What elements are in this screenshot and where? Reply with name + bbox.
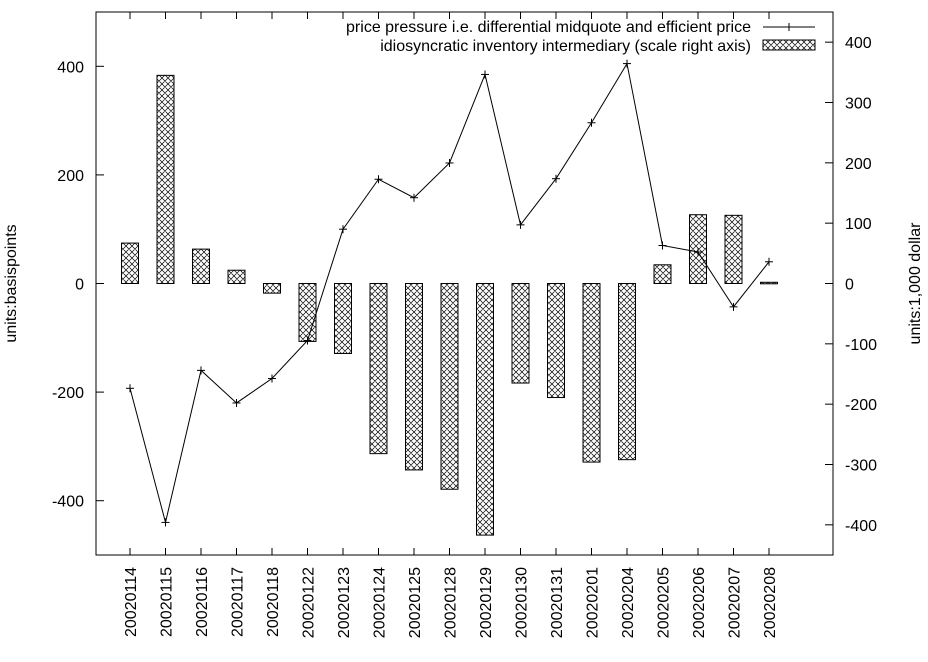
line-point (339, 225, 347, 234)
bar (192, 248, 210, 284)
line-point (374, 175, 383, 184)
line-point (303, 336, 312, 345)
y-left-tick-label: -200 (52, 385, 84, 402)
x-tick-label: 20020124 (372, 567, 389, 638)
x-tick-label: 20020116 (194, 567, 211, 637)
x-tick-label: 20020114 (123, 567, 140, 637)
y-left-tick-label: 0 (75, 277, 84, 294)
bar (476, 283, 494, 536)
bar (263, 283, 281, 294)
bar (760, 281, 778, 285)
x-tick-label: 20020122 (301, 567, 318, 638)
line-point (481, 70, 489, 79)
y-right-tick-label: 200 (845, 156, 872, 173)
y-right-tick-label: 300 (845, 96, 872, 113)
x-tick-label: 20020206 (691, 567, 708, 638)
x-tick-label: 20020201 (585, 567, 602, 638)
x-tick-label: 20020208 (762, 567, 779, 638)
x-tick-label: 20020129 (478, 567, 495, 638)
bar (511, 283, 530, 384)
y-right-tick-label: 100 (845, 216, 872, 233)
line-point (516, 220, 525, 229)
x-tick-label: 20020130 (514, 567, 531, 638)
y-left-tick-label: 200 (57, 168, 84, 185)
line-series (126, 59, 773, 527)
y-right-axis-title: units:1,000 dollar (907, 222, 924, 345)
line-point (729, 302, 738, 311)
bar (121, 242, 139, 284)
line-point (623, 59, 631, 68)
y-right-tick-label: 400 (845, 35, 872, 52)
line-point (694, 248, 702, 257)
x-tick-label: 20020123 (336, 567, 353, 638)
legend-bar-sample (762, 39, 816, 51)
bar (369, 283, 388, 455)
legend-label-price-pressure: price pressure i.e. differential midquot… (346, 19, 751, 36)
x-tick-label: 20020207 (727, 567, 744, 638)
x-tick-label: 20020117 (230, 567, 247, 637)
y-right-tick-label: -300 (845, 458, 877, 475)
x-tick-label: 20020118 (265, 567, 282, 637)
line-point (197, 366, 205, 375)
line-point (126, 384, 134, 393)
bar (227, 269, 246, 284)
bar (653, 264, 672, 284)
y-left-axis-title: units:basispoints (3, 224, 20, 342)
bar (724, 214, 743, 284)
line-point (552, 174, 560, 183)
x-tick-label: 20020125 (407, 567, 424, 638)
x-tick-label: 20020204 (620, 567, 637, 638)
x-tick-label: 20020115 (159, 567, 176, 637)
line-point (445, 158, 454, 167)
line-point (410, 193, 418, 202)
line-point (587, 118, 596, 127)
y-right-tick-label: -400 (845, 518, 877, 535)
y-right-tick-label: -200 (845, 397, 877, 414)
line-point (765, 257, 773, 266)
y-left-tick-label: 400 (57, 59, 84, 76)
line-point (658, 241, 667, 250)
x-tick-label: 20020131 (549, 567, 566, 638)
x-tick-label: 20020128 (443, 567, 460, 638)
y-right-tick-label: 0 (845, 277, 854, 294)
line-point (268, 374, 276, 383)
bar (405, 283, 423, 471)
line-point (232, 398, 241, 407)
bar-series (121, 74, 778, 536)
legend: price pressure i.e. differential midquot… (346, 19, 816, 55)
bar (440, 283, 459, 490)
bar (582, 283, 601, 463)
bar (334, 283, 352, 354)
bar (618, 283, 636, 461)
line-point (161, 518, 170, 527)
bar (298, 283, 317, 342)
axes: -400 -200 0 200 400 -400 -300 -200 -100 0 100 200 30… (3, 11, 924, 638)
y-right-tick-label: -100 (845, 337, 877, 354)
x-tick-label: 20020205 (656, 567, 673, 638)
legend-label-inventory: idiosyncratic inventory intermediary (sc… (380, 38, 751, 55)
bar (156, 74, 175, 284)
bar (547, 283, 565, 399)
y-left-tick-label: -400 (52, 494, 84, 511)
